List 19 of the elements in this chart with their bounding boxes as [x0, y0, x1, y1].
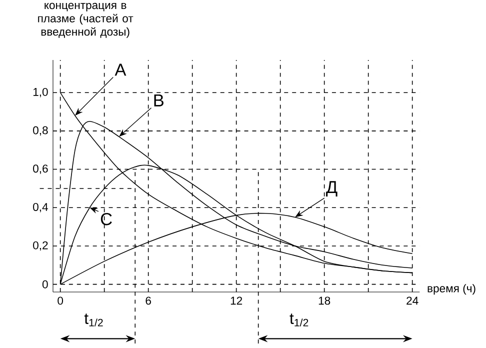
text: В: [154, 94, 164, 106]
x-axis-title: время (ч): [428, 284, 476, 295]
ref-line-label: t$_{1/2}$: [84, 314, 103, 326]
x-tick-label: 18: [318, 296, 330, 305]
y-axis-title: концентрация в плазме (частей от введенной дозы): [38, 2, 134, 38]
x-tick-label: 12: [230, 296, 242, 305]
x-tick-label: 24: [406, 296, 418, 305]
y-tick-label: 0,4: [33, 202, 48, 212]
text: А: [114, 64, 126, 76]
legend-label: С: [100, 212, 112, 226]
x-tick-label: 0: [58, 296, 64, 305]
y-tick-label: 0,2: [33, 241, 48, 251]
y-tick-label: 0,6: [33, 164, 48, 174]
y-tick-label: 0: [42, 280, 48, 288]
y-tick-label: 1,0: [33, 88, 48, 98]
ref-line-label: t$_{1/2}$: [290, 314, 308, 326]
series-label: Д: [326, 181, 338, 196]
y-tick-label: 0,8: [33, 126, 48, 136]
x-tick-label: 6: [146, 296, 151, 305]
